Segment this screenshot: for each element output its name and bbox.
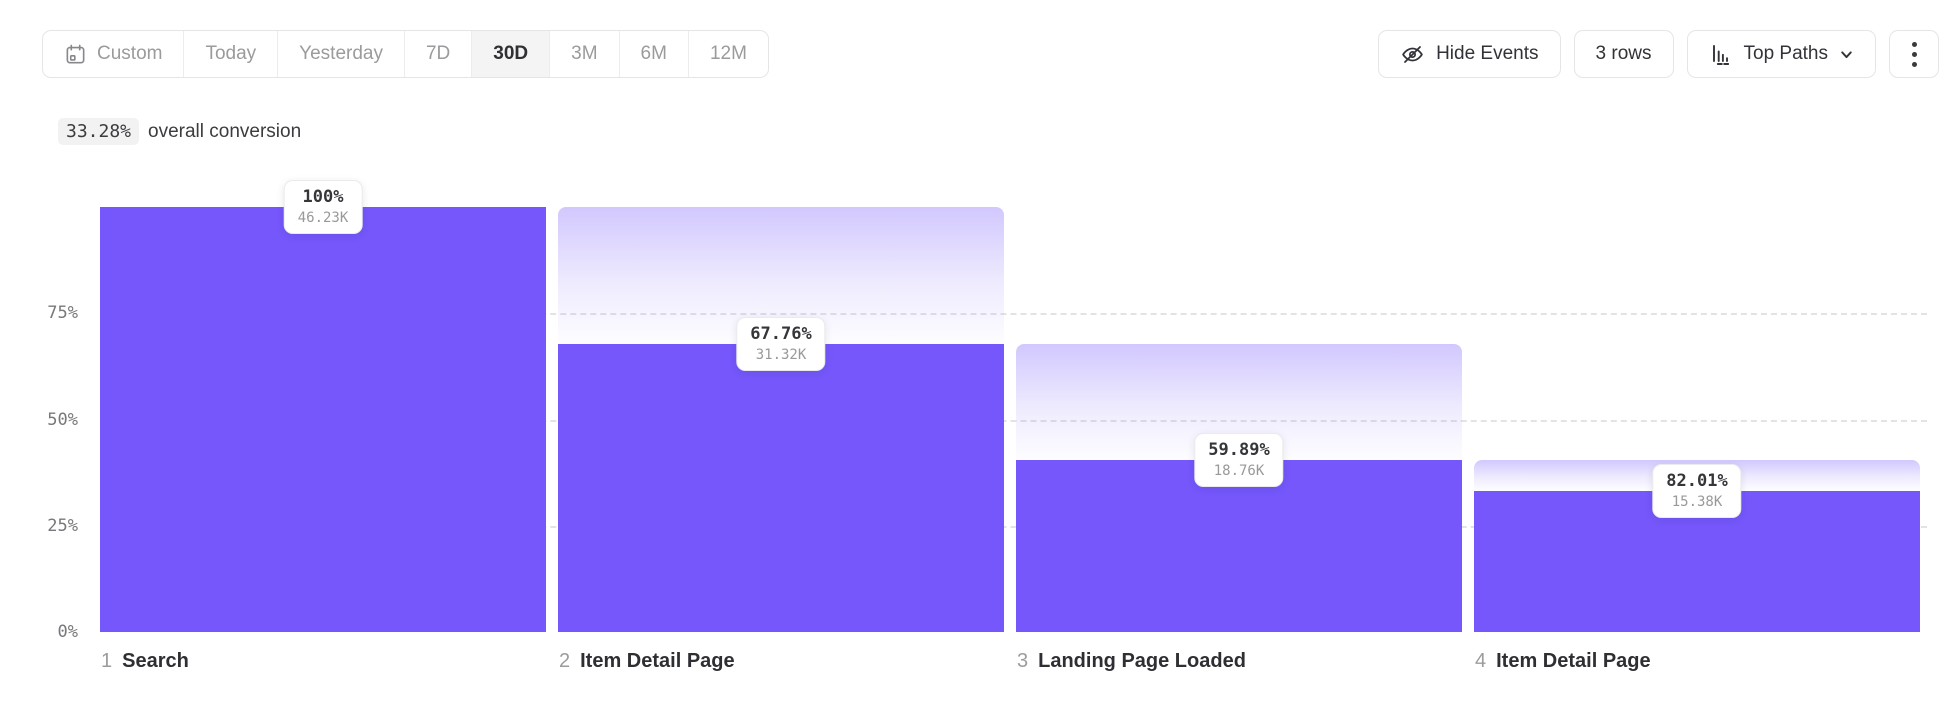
date-range-3m[interactable]: 3M — [550, 31, 620, 77]
hide-events-label: Hide Events — [1436, 43, 1539, 64]
conversion-count: 15.38K — [1671, 493, 1723, 510]
overall-conversion-value: 33.28% — [58, 118, 140, 145]
conversion-percent: 67.76% — [750, 324, 812, 345]
conversion-badge: 59.89% 18.76K — [1194, 432, 1284, 487]
funnel-step-4: 82.01% 15.38K — [1474, 0, 1920, 632]
step-number: 2 — [559, 650, 571, 672]
y-axis-tick: 75% — [47, 303, 78, 324]
date-range-segmented-control: Custom Today Yesterday 7D 30D 3M 6M 12M — [42, 30, 769, 78]
conversion-percent: 59.89% — [1208, 439, 1270, 460]
kebab-dot — [1911, 51, 1917, 57]
y-axis-tick: 25% — [47, 515, 78, 536]
funnel-bar-converted-segment[interactable] — [100, 207, 546, 632]
gridline-50 — [100, 419, 1927, 422]
step-name: Item Detail Page — [580, 650, 735, 672]
step-name: Search — [122, 650, 189, 672]
rows-button[interactable]: 3 rows — [1573, 30, 1674, 78]
date-range-yesterday[interactable]: Yesterday — [278, 31, 405, 77]
date-range-12m[interactable]: 12M — [689, 31, 768, 77]
funnel-step-3: 59.89% 18.76K — [1016, 0, 1462, 632]
step-label-4: 4 Item Detail Page — [1475, 650, 1651, 673]
overall-conversion-text: overall conversion — [148, 120, 302, 142]
conversion-count: 18.76K — [1213, 462, 1265, 479]
gridline-25 — [100, 525, 1927, 528]
date-range-label: 12M — [709, 43, 747, 64]
conversion-percent: 100% — [302, 187, 344, 207]
step-label-3: 3 Landing Page Loaded — [1017, 650, 1246, 673]
date-range-label: 7D — [425, 43, 451, 64]
toolbar: Custom Today Yesterday 7D 30D 3M 6M 12M … — [0, 30, 1950, 78]
date-range-label: 6M — [640, 43, 667, 64]
step-name: Item Detail Page — [1496, 650, 1651, 672]
y-axis-tick: 50% — [47, 409, 78, 430]
top-paths-label: Top Paths — [1743, 43, 1829, 64]
step-number: 3 — [1017, 650, 1029, 672]
step-number: 1 — [101, 650, 113, 672]
funnel-step-1: 100% 46.23K — [100, 0, 546, 632]
step-number: 4 — [1475, 650, 1487, 672]
funnel-step-2: 67.76% 31.32K — [558, 0, 1004, 632]
funnel-bar-converted-segment[interactable] — [1016, 459, 1462, 632]
gridline-75 — [100, 313, 1927, 316]
step-label-1: 1 Search — [101, 650, 189, 673]
conversion-count: 31.32K — [755, 347, 807, 364]
bar-chart-icon — [1712, 45, 1729, 65]
toolbar-actions: Hide Events 3 rows Top Paths — [1378, 30, 1939, 78]
chevron-down-icon — [1841, 50, 1852, 58]
date-range-6m[interactable]: 6M — [620, 31, 689, 77]
calendar-icon — [66, 44, 85, 63]
eye-off-icon — [1402, 45, 1423, 63]
kebab-dot — [1911, 61, 1917, 67]
date-range-custom[interactable]: Custom — [43, 31, 185, 77]
conversion-count: 46.23K — [297, 210, 349, 226]
date-range-30d-active[interactable]: 30D — [472, 31, 551, 77]
date-range-label: Custom — [97, 43, 163, 64]
date-range-7d[interactable]: 7D — [405, 31, 473, 77]
top-paths-button[interactable]: Top Paths — [1686, 30, 1876, 78]
step-name: Landing Page Loaded — [1038, 650, 1246, 672]
conversion-badge: 100% 46.23K — [283, 180, 363, 234]
rows-label: 3 rows — [1595, 43, 1652, 64]
y-axis-tick: 0% — [57, 622, 78, 642]
date-range-today[interactable]: Today — [184, 31, 279, 77]
hide-events-button[interactable]: Hide Events — [1378, 30, 1561, 78]
date-range-label: Today — [205, 43, 257, 64]
date-range-label: 3M — [571, 43, 598, 64]
step-label-2: 2 Item Detail Page — [559, 650, 735, 673]
conversion-badge: 82.01% 15.38K — [1652, 463, 1742, 518]
date-range-label: Yesterday — [299, 43, 383, 64]
overall-conversion-summary: 33.28% overall conversion — [58, 118, 301, 145]
kebab-dot — [1911, 41, 1917, 47]
more-options-button[interactable] — [1889, 30, 1939, 78]
funnel-bar-converted-segment[interactable] — [558, 344, 1004, 632]
conversion-percent: 82.01% — [1666, 470, 1728, 491]
date-range-label: 30D — [493, 43, 529, 64]
conversion-badge: 67.76% 31.32K — [736, 317, 826, 372]
